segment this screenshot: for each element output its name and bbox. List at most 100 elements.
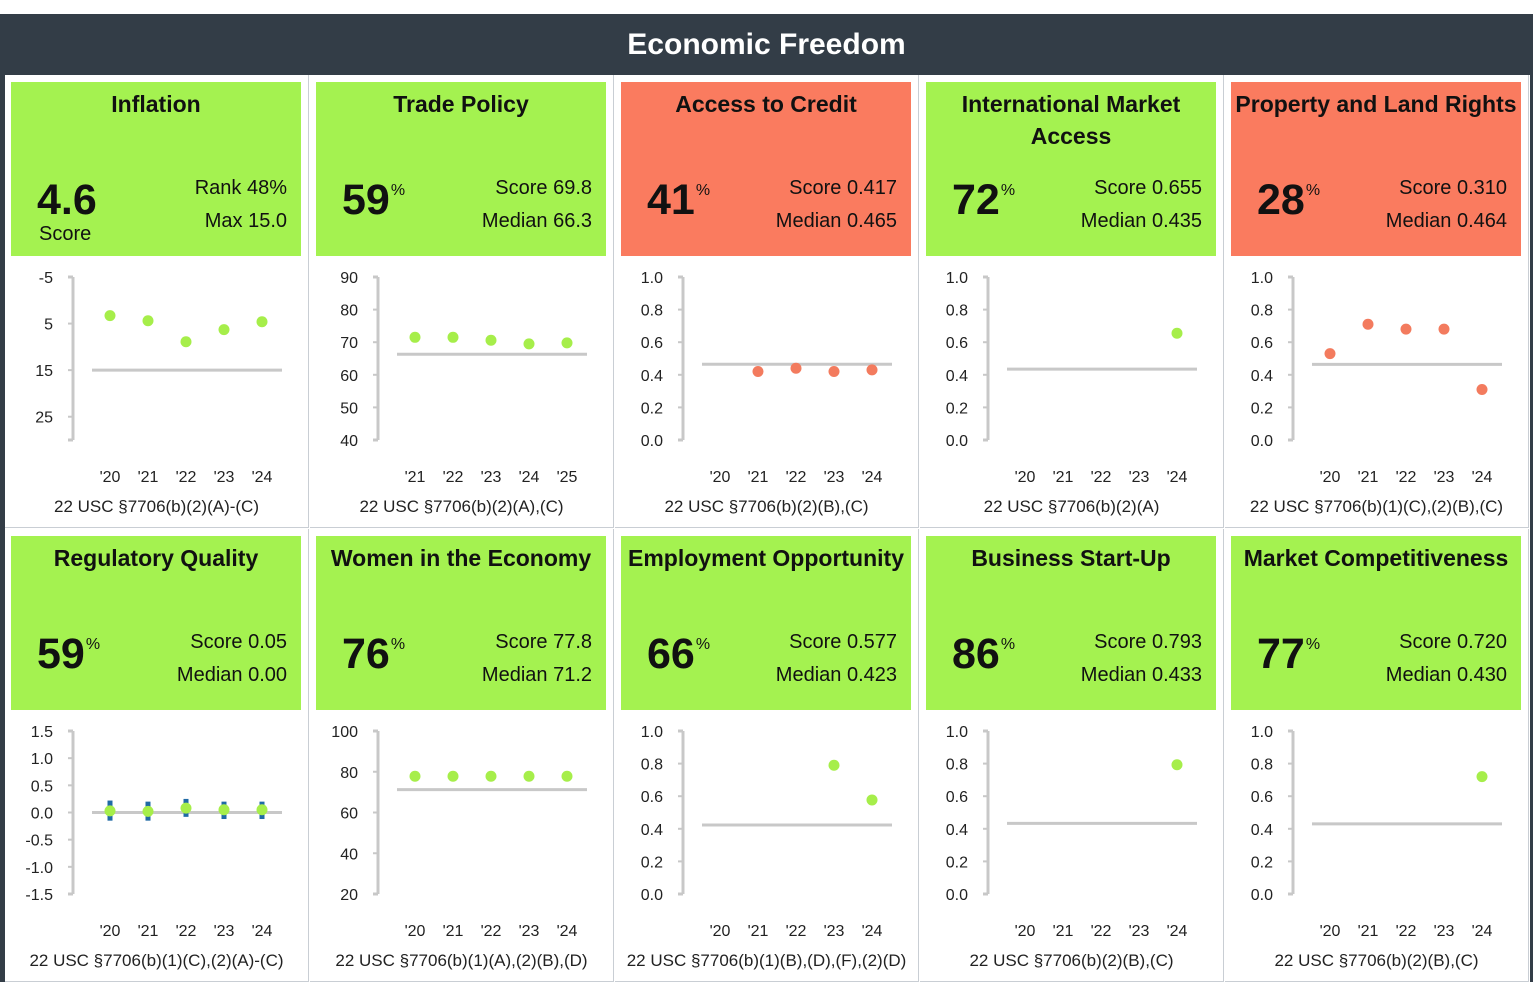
data-point [790, 362, 802, 374]
data-point [447, 770, 459, 782]
data-point [1362, 318, 1374, 330]
trend-chart: -5 5 15 25 '20 '21 '22 '23 '24 [35, 270, 282, 486]
y-tick-label: 0.8 [946, 757, 968, 774]
x-tick-label: '22 [481, 923, 502, 940]
data-point [1476, 771, 1488, 783]
data-point [142, 805, 154, 817]
data-point [485, 770, 497, 782]
x-tick-label: '24 [862, 923, 883, 940]
metric-title: Market Competitiveness [1243, 545, 1509, 571]
y-tick-label: 0.0 [641, 433, 663, 450]
y-tick-label: 0.6 [641, 789, 663, 806]
x-tick-label: '23 [824, 923, 845, 940]
x-tick-label: '20 [1320, 923, 1341, 940]
metric-title: Access to Credit [675, 91, 857, 117]
y-tick-label: 0.0 [641, 887, 663, 904]
y-tick-label: 0.4 [641, 822, 663, 839]
metric-panel: Women in the Economy 76% Score 77.8 Median … [310, 529, 614, 982]
metric-stat-1: Score 69.8 [495, 177, 592, 199]
trend-chart: 1.0 0.8 0.6 0.4 0.2 0.0 '20 '21 '22 '23 '24 [641, 270, 892, 486]
y-tick-label: 0.0 [1251, 887, 1273, 904]
y-tick-label: 60 [340, 806, 358, 823]
metric-stat-2: Max 15.0 [204, 210, 287, 232]
metric-panel: Trade Policy 59% Score 69.8 Median 66.3 90 80… [310, 75, 614, 528]
y-tick-label: 1.0 [946, 270, 968, 287]
y-tick-label: 20 [340, 887, 358, 904]
metric-panel: Market Competitiveness 77% Score 0.720 Medi… [1225, 529, 1529, 982]
data-point [1476, 383, 1488, 395]
metric-panel: Employment Opportunity 66% Score 0.577 Medi… [615, 529, 919, 982]
metric-header: Trade Policy 59% Score 69.8 Median 66.3 [316, 82, 606, 256]
data-point [523, 338, 535, 350]
metric-header: International Market Access 72% Score 0.65… [926, 82, 1216, 256]
metric-header: Employment Opportunity 66% Score 0.577 Medi… [621, 536, 911, 710]
y-tick-label: 0.6 [641, 335, 663, 352]
data-point [447, 331, 459, 343]
y-tick-label: 1.0 [641, 724, 663, 741]
trend-chart: 1.5 1.0 0.5 0.0 -0.5 -1.0 -1.5 '20 '21 '22 '23 '24 [25, 724, 282, 940]
data-point [142, 315, 154, 327]
metric-header: Market Competitiveness 77% Score 0.720 Medi… [1231, 536, 1521, 710]
y-tick-label: 0.4 [1251, 822, 1273, 839]
y-tick-label: 0.2 [641, 854, 663, 871]
metric-value-number: 76 [342, 630, 390, 678]
data-point [1400, 323, 1412, 335]
x-tick-label: '21 [138, 923, 159, 940]
y-tick-label: 0.4 [641, 368, 663, 385]
metric-value-number: 41 [647, 176, 695, 224]
x-tick-label: '21 [443, 923, 464, 940]
y-tick-label: 15 [35, 363, 53, 380]
x-tick-label: '22 [786, 469, 807, 486]
y-tick-label: 0.4 [946, 822, 968, 839]
x-tick-label: '24 [1167, 923, 1188, 940]
metric-unit: % [390, 182, 406, 199]
y-tick-label: 0.6 [1251, 789, 1273, 806]
y-tick-label: 0.2 [1251, 854, 1273, 871]
legal-citation: 22 USC §7706(b)(2)(A) [983, 497, 1160, 516]
metric-title: Employment Opportunity [628, 545, 904, 571]
x-tick-label: '24 [252, 469, 273, 486]
metric-unit: % [1305, 182, 1321, 199]
metric-stat-2: Median 0.423 [775, 664, 897, 686]
y-tick-label: 50 [340, 400, 358, 417]
y-tick-label: 100 [331, 724, 358, 741]
metric-stat-1: Score 0.417 [789, 177, 897, 199]
metric-value: 4.6 [37, 176, 97, 225]
x-tick-label: '22 [1396, 469, 1417, 486]
x-tick-label: '22 [786, 923, 807, 940]
y-tick-label: 0.6 [1251, 335, 1273, 352]
metric-header: Access to Credit 41% Score 0.417 Median 0.4… [621, 82, 911, 256]
data-point [104, 805, 116, 817]
y-tick-label: 1.0 [946, 724, 968, 741]
x-tick-label: '22 [1396, 923, 1417, 940]
x-tick-label: '20 [1320, 469, 1341, 486]
metric-value: 41% [647, 176, 710, 225]
data-point [828, 366, 840, 378]
y-tick-label: 1.0 [31, 751, 53, 768]
y-tick-label: 0.2 [946, 400, 968, 417]
y-tick-label: 40 [340, 433, 358, 450]
y-tick-label: 0.4 [1251, 368, 1273, 385]
metric-stat-1: Score 0.05 [190, 631, 287, 653]
x-tick-label: '21 [748, 469, 769, 486]
metric-value-number: 77 [1257, 630, 1305, 678]
metric-unit: % [695, 182, 711, 199]
data-point [561, 770, 573, 782]
data-point [409, 331, 421, 343]
y-tick-label: 25 [35, 410, 53, 427]
data-point [752, 366, 764, 378]
metric-stat-2: Median 0.433 [1080, 664, 1202, 686]
metric-value-label: Score [39, 223, 92, 245]
x-tick-label: '21 [1358, 923, 1379, 940]
metric-value-number: 66 [647, 630, 695, 678]
data-point [1171, 759, 1183, 771]
x-tick-label: '21 [138, 469, 159, 486]
y-tick-label: -1.5 [25, 887, 53, 904]
x-tick-label: '20 [710, 923, 731, 940]
trend-chart: 100 80 60 40 20 '20 '21 '22 '23 '24 [331, 724, 587, 940]
metric-stat-2: Median 71.2 [481, 664, 592, 686]
x-tick-label: '22 [1091, 469, 1112, 486]
metric-value: 76% [342, 630, 405, 679]
y-tick-label: 0.2 [946, 854, 968, 871]
metric-header: Women in the Economy 76% Score 77.8 Median … [316, 536, 606, 710]
